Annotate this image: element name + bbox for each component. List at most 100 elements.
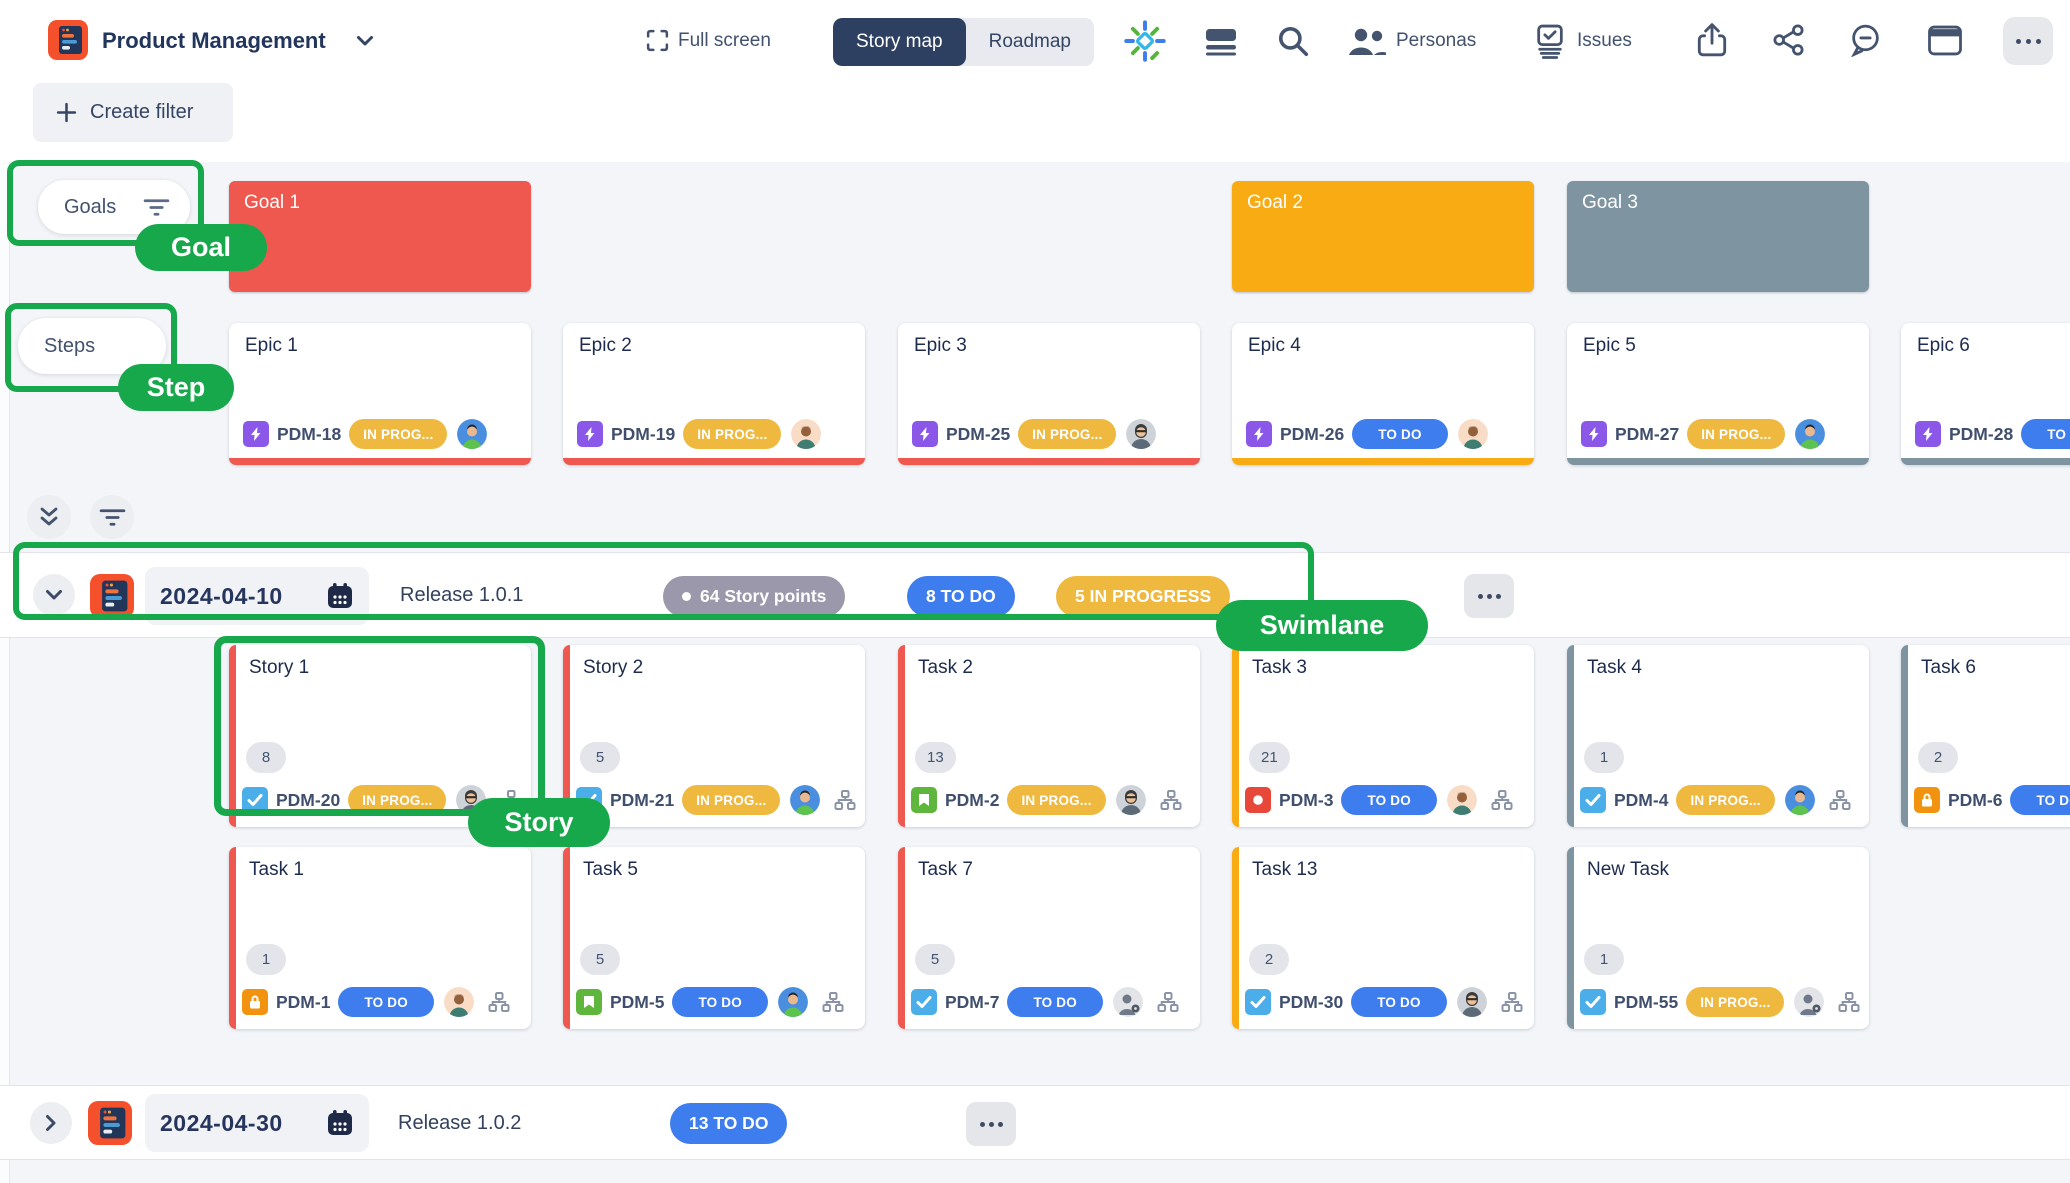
story-points-estimate[interactable]: 1 [1584, 944, 1624, 975]
story-points-estimate[interactable]: 21 [1249, 742, 1290, 773]
goal-card[interactable]: Goal 1 [229, 181, 531, 292]
story-card[interactable]: Task 1 1 PDM-1 TO DO [229, 847, 531, 1029]
goal-card[interactable]: Goal 3 [1567, 181, 1869, 292]
status-badge[interactable]: TO DO [1007, 987, 1103, 1017]
board-filter-button[interactable] [90, 495, 134, 539]
status-badge[interactable]: IN PROG... [683, 419, 782, 449]
tab-story-map[interactable]: Story map [833, 18, 966, 66]
story-points-estimate[interactable]: 1 [246, 944, 286, 975]
subtasks-icon[interactable] [1160, 790, 1182, 810]
release-name[interactable]: Release 1.0.1 [400, 584, 524, 606]
status-badge[interactable]: IN PROG... [1018, 419, 1117, 449]
status-badge[interactable]: IN PROG... [1007, 785, 1106, 815]
subtasks-icon[interactable] [1491, 790, 1513, 810]
issues-button[interactable]: Issues [1577, 30, 1632, 51]
avatar[interactable] [790, 785, 821, 815]
project-title[interactable]: Product Management [102, 28, 326, 53]
avatar[interactable] [1457, 419, 1488, 449]
swimlane-rows-icon[interactable] [1204, 26, 1238, 56]
fullscreen-button[interactable]: Full screen [678, 30, 771, 51]
avatar[interactable] [1456, 987, 1487, 1017]
steps-row-label[interactable]: Steps [18, 318, 166, 374]
feedback-icon[interactable] [1848, 23, 1883, 57]
subtasks-icon[interactable] [488, 992, 510, 1012]
avatar[interactable] [1115, 785, 1146, 815]
story-card[interactable]: New Task 1 PDM-55 IN PROG... [1567, 847, 1869, 1029]
story-card[interactable]: Task 2 13 PDM-2 IN PROG... [898, 645, 1200, 827]
epic-card[interactable]: Epic 6 PDM-28 TO DO [1901, 323, 2070, 465]
subtasks-icon[interactable] [822, 992, 844, 1012]
chevron-down-icon[interactable] [356, 34, 374, 52]
goals-row-label[interactable]: Goals [38, 180, 190, 234]
subtasks-icon[interactable] [1838, 992, 1860, 1012]
status-badge[interactable]: TO DO [672, 987, 768, 1017]
story-card[interactable]: Story 2 5 PDM-21 IN PROG... [563, 645, 865, 827]
story-card[interactable]: Story 1 8 PDM-20 IN PROG... [229, 645, 531, 827]
story-points-estimate[interactable]: 13 [915, 742, 956, 773]
more-button[interactable] [2003, 17, 2053, 65]
issues-icon[interactable] [1534, 24, 1566, 59]
expand-swimlane-button[interactable] [30, 1102, 72, 1144]
fullscreen-icon[interactable] [645, 28, 670, 58]
story-points-estimate[interactable]: 2 [1249, 944, 1289, 975]
subtasks-icon[interactable] [500, 790, 522, 810]
subtasks-icon[interactable] [1501, 992, 1523, 1012]
avatar[interactable] [777, 987, 808, 1017]
tab-roadmap[interactable]: Roadmap [988, 31, 1071, 52]
subtasks-icon[interactable] [1829, 790, 1851, 810]
create-filter-button[interactable]: Create filter [33, 83, 233, 142]
subtasks-icon[interactable] [834, 790, 856, 810]
filter-icon[interactable] [143, 197, 170, 218]
story-card[interactable]: Task 6 2 PDM-6 TO DO [1901, 645, 2070, 827]
swimlane-more-button[interactable] [966, 1102, 1016, 1146]
personas-icon[interactable] [1346, 27, 1388, 57]
collapse-all-button[interactable] [27, 495, 71, 539]
avatar[interactable] [1784, 785, 1815, 815]
goal-card[interactable]: Goal 2 [1232, 181, 1534, 292]
status-badge[interactable]: TO DO [1352, 419, 1448, 449]
status-badge[interactable]: IN PROG... [1687, 419, 1786, 449]
status-badge[interactable]: IN PROG... [348, 785, 447, 815]
status-badge[interactable]: TO DO [338, 987, 434, 1017]
epic-card[interactable]: Epic 1 PDM-18 IN PROG... [229, 323, 531, 465]
epic-card[interactable]: Epic 3 PDM-25 IN PROG... [898, 323, 1200, 465]
status-badge[interactable]: TO DO [2021, 419, 2070, 449]
unassigned-avatar[interactable] [1112, 987, 1143, 1017]
avatar[interactable] [791, 419, 822, 449]
story-points-estimate[interactable]: 1 [1584, 742, 1624, 773]
release-date-picker[interactable]: 2024-04-10 [145, 567, 369, 625]
story-points-estimate[interactable]: 5 [915, 944, 955, 975]
story-card[interactable]: Task 7 5 PDM-7 TO DO [898, 847, 1200, 1029]
story-points-estimate[interactable]: 2 [1918, 742, 1958, 773]
release-date-picker[interactable]: 2024-04-30 [145, 1094, 369, 1152]
epic-card[interactable]: Epic 4 PDM-26 TO DO [1232, 323, 1534, 465]
avatar[interactable] [1446, 785, 1477, 815]
status-badge[interactable]: IN PROG... [349, 419, 448, 449]
ai-spark-icon[interactable] [1123, 19, 1167, 63]
story-points-estimate[interactable]: 8 [246, 742, 286, 773]
browser-card-icon[interactable] [1927, 25, 1963, 56]
status-badge[interactable]: IN PROG... [682, 785, 781, 815]
export-icon[interactable] [1697, 22, 1727, 58]
status-badge[interactable]: IN PROG... [1686, 987, 1785, 1017]
release-name[interactable]: Release 1.0.2 [398, 1112, 522, 1134]
avatar[interactable] [457, 419, 488, 449]
story-card[interactable]: Task 3 21 PDM-3 TO DO [1232, 645, 1534, 827]
story-points-estimate[interactable]: 5 [580, 742, 620, 773]
search-icon[interactable] [1276, 24, 1310, 58]
story-card[interactable]: Task 5 5 PDM-5 TO DO [563, 847, 865, 1029]
subtasks-icon[interactable] [1157, 992, 1179, 1012]
status-badge[interactable]: TO DO [2010, 785, 2070, 815]
avatar[interactable] [443, 987, 474, 1017]
story-points-estimate[interactable]: 5 [580, 944, 620, 975]
personas-button[interactable]: Personas [1396, 30, 1477, 51]
avatar[interactable] [1795, 419, 1826, 449]
status-badge[interactable]: IN PROG... [1676, 785, 1775, 815]
story-card[interactable]: Task 4 1 PDM-4 IN PROG... [1567, 645, 1869, 827]
status-badge[interactable]: TO DO [1341, 785, 1437, 815]
collapse-swimlane-button[interactable] [33, 574, 75, 616]
unassigned-avatar[interactable] [1794, 987, 1825, 1017]
story-card[interactable]: Task 13 2 PDM-30 TO DO [1232, 847, 1534, 1029]
status-badge[interactable]: TO DO [1351, 987, 1447, 1017]
avatar[interactable] [1126, 419, 1157, 449]
